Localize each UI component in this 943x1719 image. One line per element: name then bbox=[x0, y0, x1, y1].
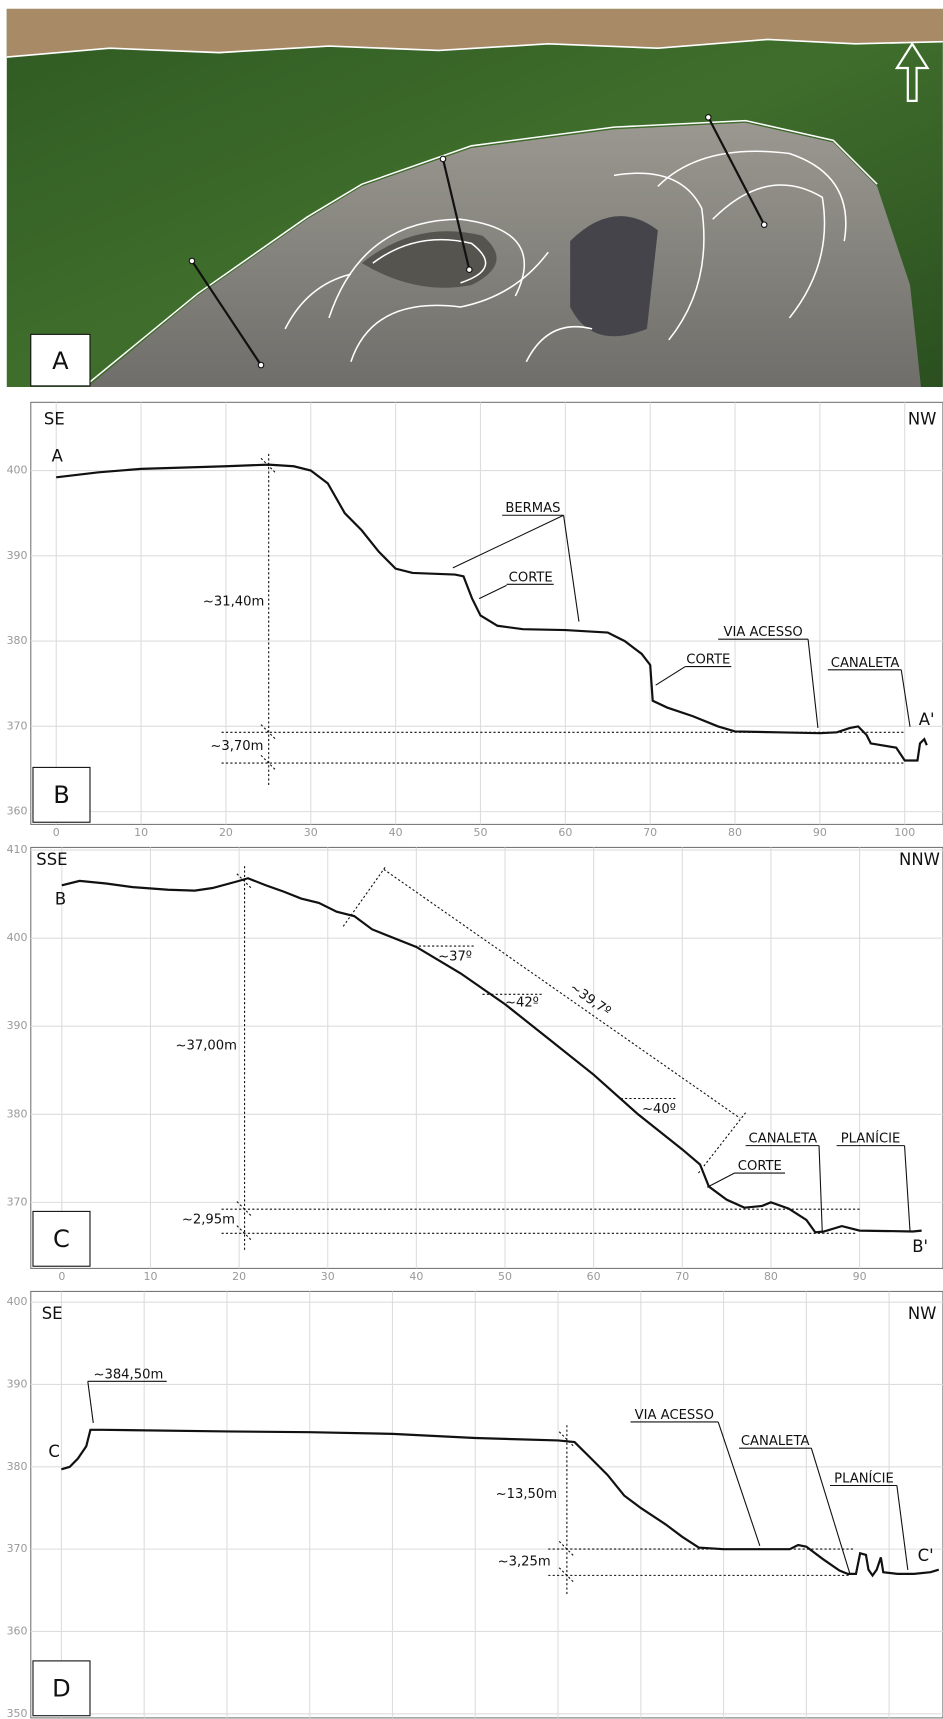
profile-label: NW bbox=[908, 409, 937, 428]
aerial-photo bbox=[7, 9, 943, 387]
x-tick-label: 20 bbox=[219, 826, 233, 839]
x-tick-label: 100 bbox=[894, 826, 915, 839]
x-tick-label: 70 bbox=[675, 1270, 689, 1283]
annotation: CANALETA bbox=[749, 1132, 818, 1147]
y-tick-label: 390 bbox=[7, 1019, 28, 1032]
annotation: CORTE bbox=[509, 570, 553, 585]
y-tick-label: 380 bbox=[7, 634, 28, 647]
x-tick-label: 60 bbox=[587, 1270, 601, 1283]
plot-frame bbox=[31, 402, 943, 824]
annotation: PLANÍCIE bbox=[834, 1470, 894, 1486]
panel-label: D bbox=[52, 1674, 71, 1702]
y-tick-label: 380 bbox=[7, 1107, 28, 1120]
annotation: BERMAS bbox=[505, 501, 560, 516]
y-tick-label: 400 bbox=[7, 931, 28, 944]
profile-chart: 3503603703803904000102030405060708090100… bbox=[7, 1291, 943, 1719]
x-tick-label: 30 bbox=[304, 826, 318, 839]
x-tick-label: 90 bbox=[813, 826, 827, 839]
y-tick-label: 370 bbox=[7, 1195, 28, 1208]
profile-label: B bbox=[55, 890, 66, 909]
profile-label: SSE bbox=[36, 850, 67, 869]
annotation: ~37,00m bbox=[175, 1038, 236, 1053]
y-tick-label: 380 bbox=[7, 1460, 28, 1473]
annotation: ~40º bbox=[642, 1102, 676, 1117]
annotation: CANALETA bbox=[741, 1434, 810, 1449]
profile-chart: 370 380 390 400 410 0 10 20 30 40 50 60 70 80 90 SSE NNW… bbox=[7, 843, 943, 1283]
annotation: ~3,70m bbox=[210, 739, 263, 754]
profile-label: C bbox=[48, 1442, 59, 1461]
x-tick-label: 80 bbox=[764, 1270, 778, 1283]
profile-label: A' bbox=[919, 710, 935, 729]
profile-chart: 360 370 380 390 400 0 10 20 30 40 50 60 70 80 90 100 SE N… bbox=[7, 402, 943, 839]
annotation: CORTE bbox=[686, 652, 730, 667]
y-tick-label: 350 bbox=[7, 1707, 28, 1719]
annotation: ~3,25m bbox=[498, 1555, 551, 1570]
panel-label: C bbox=[53, 1225, 70, 1253]
profile-label: A bbox=[52, 447, 64, 466]
panel-label: B bbox=[53, 781, 70, 809]
profile-label: NW bbox=[908, 1304, 937, 1323]
figure: A 3603703803904000102030405060708090100S… bbox=[0, 0, 943, 1719]
annotation: ~42º bbox=[505, 996, 539, 1011]
annotation: CORTE bbox=[738, 1159, 782, 1174]
x-tick-label: 40 bbox=[409, 1270, 423, 1283]
profile-label: SE bbox=[42, 1304, 63, 1323]
annotation: ~2,95m bbox=[182, 1213, 235, 1228]
x-tick-label: 10 bbox=[143, 1270, 157, 1283]
page: {"photo":{"label":"A"}, "chart_data":[ {… bbox=[0, 0, 943, 1719]
x-tick-label: 50 bbox=[498, 1270, 512, 1283]
y-tick-label: 410 bbox=[7, 843, 28, 856]
x-tick-label: 90 bbox=[853, 1270, 867, 1283]
annotation: ~37º bbox=[438, 950, 472, 965]
panel-label: A bbox=[52, 347, 69, 375]
y-tick-label: 390 bbox=[7, 549, 28, 562]
y-tick-label: 360 bbox=[7, 1624, 28, 1637]
y-tick-label: 370 bbox=[7, 1542, 28, 1555]
profile-label: NNW bbox=[899, 850, 940, 869]
x-tick-label: 0 bbox=[53, 826, 60, 839]
annotation: ~31,40m bbox=[203, 594, 264, 609]
annotation: PLANÍCIE bbox=[841, 1131, 901, 1147]
annotation: ~13,50m bbox=[496, 1487, 557, 1502]
x-tick-label: 40 bbox=[389, 826, 403, 839]
x-tick-label: 60 bbox=[558, 826, 572, 839]
annotation: ~384,50m bbox=[93, 1367, 163, 1382]
x-tick-label: 50 bbox=[474, 826, 488, 839]
plot-frame bbox=[31, 847, 943, 1268]
profile-label: C' bbox=[918, 1546, 934, 1565]
x-tick-label: 80 bbox=[728, 826, 742, 839]
y-tick-label: 400 bbox=[7, 1295, 28, 1308]
annotation: CANALETA bbox=[831, 656, 900, 671]
y-tick-label: 370 bbox=[7, 719, 28, 732]
x-tick-label: 30 bbox=[321, 1270, 335, 1283]
x-tick-label: 70 bbox=[643, 826, 657, 839]
y-tick-label: 390 bbox=[7, 1377, 28, 1390]
annotation: VIA ACESSO bbox=[723, 625, 802, 640]
profile-label: B' bbox=[912, 1237, 928, 1256]
y-tick-label: 400 bbox=[7, 464, 28, 477]
x-tick-label: 0 bbox=[58, 1270, 65, 1283]
annotation: VIA ACESSO bbox=[635, 1408, 714, 1423]
x-tick-label: 20 bbox=[232, 1270, 246, 1283]
y-tick-label: 360 bbox=[7, 805, 28, 818]
x-tick-label: 10 bbox=[134, 826, 148, 839]
profile-label: SE bbox=[44, 409, 65, 428]
